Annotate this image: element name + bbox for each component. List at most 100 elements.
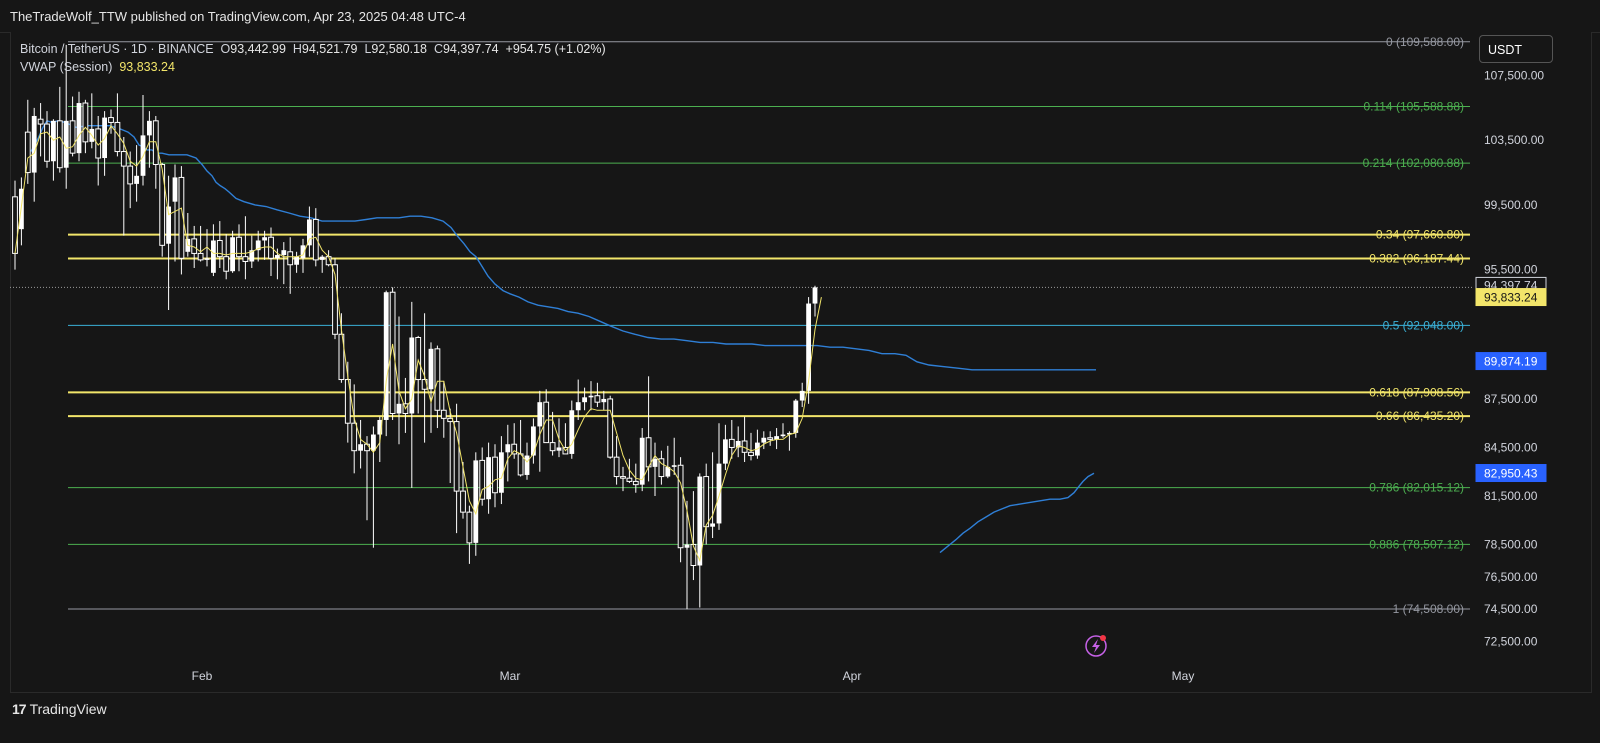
high-label: H xyxy=(292,42,302,56)
candle xyxy=(697,473,703,608)
candle-body-up xyxy=(262,237,267,241)
candle xyxy=(537,390,543,472)
candle xyxy=(620,466,626,492)
fib-level-label: 0 (109,588.00) xyxy=(1386,35,1464,49)
candle-body-down xyxy=(178,176,185,259)
candle-body-down xyxy=(37,118,44,125)
vwap-row[interactable]: VWAP (Session) 93,833.24 xyxy=(20,58,606,76)
candle-body-up xyxy=(166,206,171,244)
candle xyxy=(172,164,178,262)
candle xyxy=(31,107,37,202)
candle xyxy=(728,419,735,459)
candle-body-up xyxy=(319,256,325,260)
candle-body-down xyxy=(389,291,396,415)
candle xyxy=(531,418,536,464)
candle-body-up xyxy=(697,476,703,566)
candle xyxy=(812,285,818,317)
candle-body-up xyxy=(787,432,792,435)
ma-upper-line xyxy=(30,119,1096,371)
candle xyxy=(409,301,415,488)
symbol-label[interactable]: Bitcoin / TetherUS · 1D · BINANCE xyxy=(20,42,214,56)
x-axis-label: Mar xyxy=(500,669,521,683)
candle xyxy=(95,115,102,186)
candle xyxy=(396,316,402,445)
candle xyxy=(383,290,389,437)
candle xyxy=(505,424,511,482)
candle-body-down xyxy=(56,120,63,169)
candle xyxy=(466,505,473,564)
change-value: +954.75 (+1.02%) xyxy=(505,42,606,56)
candle xyxy=(684,500,690,610)
price-tag-value: 89,874.19 xyxy=(1484,355,1538,369)
chart-area[interactable] xyxy=(10,32,1592,693)
candle xyxy=(453,403,460,534)
candle-body-up xyxy=(723,439,728,464)
candle xyxy=(37,103,44,157)
candle-body-down xyxy=(434,348,441,411)
candle xyxy=(120,136,127,236)
candle-body-down xyxy=(594,395,601,403)
candle-body-down xyxy=(44,123,50,162)
candle-body-down xyxy=(12,196,18,254)
candle-body-down xyxy=(479,459,486,500)
candle-body-down xyxy=(82,102,89,143)
candle-body-down xyxy=(658,458,665,478)
candle xyxy=(607,395,614,459)
candle-body-up xyxy=(601,398,607,403)
y-axis-tick-label: 103,500.00 xyxy=(1484,133,1544,147)
tradingview-logo[interactable]: 17 TradingView xyxy=(12,701,107,717)
candle-body-up xyxy=(396,403,402,414)
candle-body-up xyxy=(134,175,139,184)
vwap-label: VWAP (Session) xyxy=(20,60,113,74)
low-label: L xyxy=(364,42,372,56)
footer xyxy=(0,693,1600,743)
candle xyxy=(799,382,805,408)
candle-body-up xyxy=(735,440,741,448)
candle-body-up xyxy=(812,287,818,304)
candle-body-up xyxy=(307,219,312,246)
candle xyxy=(761,431,767,450)
candle-body-up xyxy=(531,426,536,456)
candle-body-up xyxy=(793,400,799,433)
candle xyxy=(12,180,18,270)
candle-body-up xyxy=(383,292,389,420)
candle xyxy=(671,437,677,475)
candle xyxy=(601,390,607,411)
candle-body-down xyxy=(543,401,550,444)
candle xyxy=(197,225,204,262)
price-chart[interactable]: 0 (109,588.00) 0.114 (105,588.88) 0.214 (1… xyxy=(0,0,1600,693)
candle xyxy=(569,400,575,459)
fib-level-label: 0.5 (92,048.00) xyxy=(1383,318,1464,332)
y-axis-tick-label: 87,500.00 xyxy=(1484,392,1538,406)
candle-body-up xyxy=(255,240,261,251)
candle-body-down xyxy=(677,464,684,549)
candle xyxy=(665,445,671,479)
candle xyxy=(102,111,107,176)
candle-body-down xyxy=(364,443,370,452)
candle-body-down xyxy=(69,120,76,154)
candle-body-down xyxy=(748,451,754,457)
high-value: 94,521.79 xyxy=(301,42,358,56)
candle-body-down xyxy=(415,337,422,381)
candle-body-down xyxy=(767,437,774,440)
candle xyxy=(114,93,121,157)
candle xyxy=(300,238,306,273)
candle xyxy=(710,452,715,539)
lightning-icon[interactable] xyxy=(1085,635,1107,657)
candle xyxy=(767,431,774,446)
candle-body-down xyxy=(466,511,473,544)
candle xyxy=(134,145,139,202)
candle xyxy=(499,436,504,505)
y-axis-tick-label: 78,500.00 xyxy=(1484,537,1538,551)
y-axis-tick-label: 81,500.00 xyxy=(1484,489,1538,503)
lightning-icon-bolt xyxy=(1092,639,1100,653)
price-tag-value: 82,950.43 xyxy=(1484,467,1538,481)
currency-button[interactable]: USDT xyxy=(1479,35,1553,63)
candle xyxy=(511,423,518,459)
candle xyxy=(358,419,363,469)
candle-body-down xyxy=(511,443,518,455)
candle-body-down xyxy=(159,163,166,246)
candle xyxy=(147,111,152,168)
candle-body-up xyxy=(371,434,376,451)
candle xyxy=(230,230,235,273)
